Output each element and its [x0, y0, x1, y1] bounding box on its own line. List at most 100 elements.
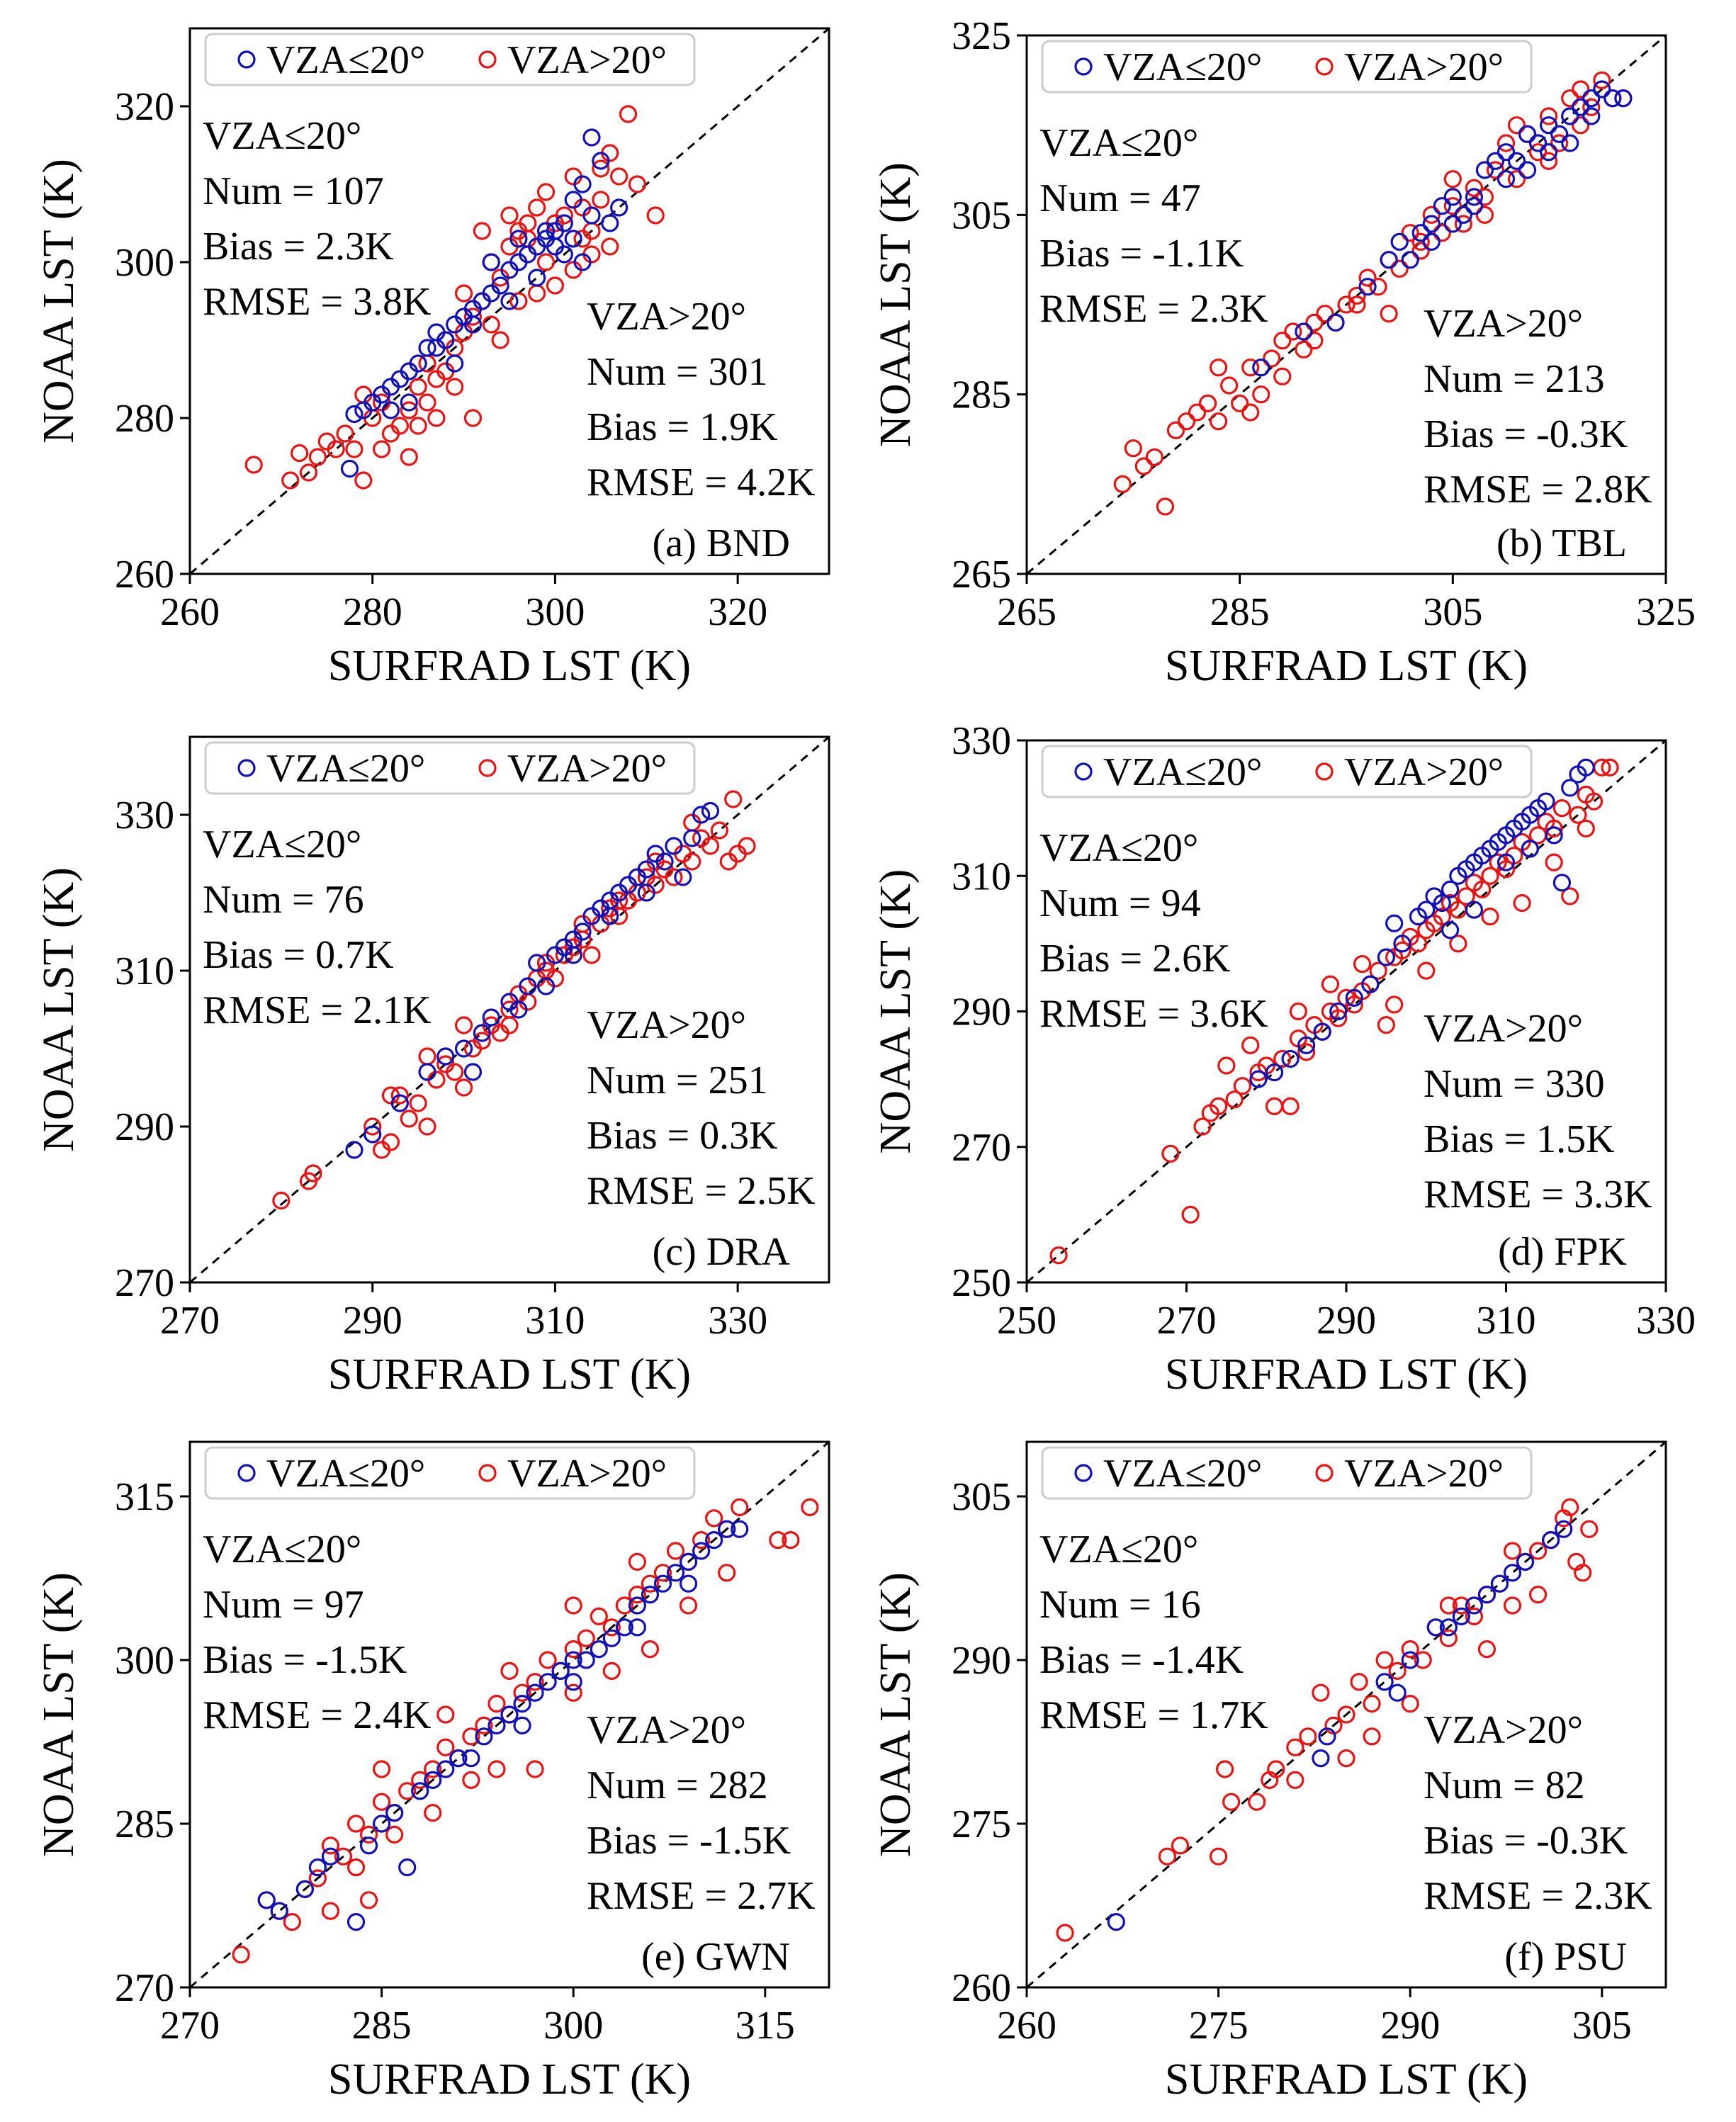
- point-vza-high: [1561, 887, 1579, 905]
- point-vza-low: [536, 222, 556, 240]
- point-vza-high: [1209, 1847, 1228, 1866]
- point-vza-high: [1273, 1049, 1292, 1068]
- point-vza-low: [482, 1008, 500, 1027]
- point-vza-low: [1507, 152, 1526, 170]
- legend-marker: [1315, 57, 1334, 76]
- point-vza-high: [1473, 880, 1492, 898]
- point-vza-low: [555, 214, 573, 232]
- point-vza-low: [573, 253, 592, 271]
- point-vza-high: [281, 471, 300, 490]
- point-vza-low: [674, 868, 692, 886]
- point-vza-high: [1529, 1542, 1548, 1560]
- stats-high-line: VZA>20°: [587, 1003, 746, 1047]
- legend-entry: VZA>20°: [507, 38, 667, 82]
- point-vza-low: [582, 206, 601, 225]
- point-vza-low: [454, 1039, 473, 1058]
- x-axis-label: SURFRAD LST (K): [328, 1350, 691, 1399]
- point-vza-high: [610, 167, 629, 186]
- point-vza-low: [1329, 1002, 1348, 1021]
- stats-high-line: RMSE = 2.8K: [1424, 468, 1652, 512]
- point-vza-high: [411, 1771, 429, 1789]
- point-vza-low: [381, 401, 400, 419]
- legend-entry: VZA>20°: [1344, 1452, 1504, 1496]
- point-vza-high: [1545, 819, 1563, 837]
- point-vza-high: [1209, 359, 1228, 377]
- point-vza-low: [1540, 116, 1558, 135]
- point-vza-high: [1348, 286, 1366, 305]
- x-tick-label: 265: [997, 590, 1056, 634]
- point-vza-low: [446, 354, 464, 373]
- stats-low-line: VZA≤20°: [203, 1528, 361, 1571]
- y-tick-label: 305: [952, 1475, 1011, 1519]
- point-vza-low: [400, 393, 418, 412]
- point-vza-high: [1580, 1520, 1599, 1538]
- point-vza-high: [1267, 1760, 1285, 1778]
- point-vza-high: [1166, 421, 1185, 439]
- stats-low-line: VZA≤20°: [203, 823, 361, 867]
- point-vza-low: [1361, 975, 1380, 993]
- point-vza-high: [1156, 497, 1175, 516]
- point-vza-high: [1241, 1036, 1260, 1054]
- legend-entry: VZA>20°: [507, 1452, 667, 1496]
- stats-high-line: Bias = -0.3K: [1424, 412, 1628, 456]
- point-vza-high: [628, 175, 647, 193]
- legend-entry: VZA>20°: [1344, 45, 1504, 89]
- point-vza-low: [1529, 134, 1548, 152]
- legend-entry: VZA≤20°: [266, 38, 425, 82]
- axes-frame: [188, 27, 830, 575]
- point-vza-low: [1411, 224, 1430, 242]
- point-vza-low: [1486, 152, 1505, 170]
- point-vza-low: [528, 954, 546, 972]
- point-vza-low: [1345, 988, 1363, 1007]
- point-vza-high: [1465, 179, 1483, 197]
- point-vza-high: [1329, 1009, 1348, 1027]
- point-vza-high: [653, 1564, 672, 1582]
- y-tick-label: 270: [115, 1261, 174, 1305]
- point-vza-high: [487, 1695, 506, 1713]
- point-vza-high: [1363, 1727, 1381, 1746]
- stats-high-line: RMSE = 2.3K: [1424, 1874, 1652, 1918]
- stats-high-line: VZA>20°: [1424, 302, 1583, 346]
- point-vza-low: [398, 1858, 417, 1877]
- point-vza-high: [573, 230, 592, 248]
- point-vza-low: [436, 1047, 455, 1066]
- point-vza-high: [1513, 893, 1531, 913]
- stats-low-line: VZA≤20°: [203, 114, 361, 158]
- point-vza-high: [1577, 819, 1595, 837]
- point-vza-high: [705, 1509, 723, 1528]
- point-vza-low: [345, 1141, 363, 1159]
- point-vza-high: [1113, 475, 1132, 493]
- legend: VZA≤20° VZA>20°: [204, 1446, 696, 1500]
- point-vza-high: [454, 284, 473, 303]
- y-tick-label: 330: [952, 719, 1011, 763]
- point-vza-high: [1390, 259, 1409, 278]
- x-tick-label: 275: [1189, 2004, 1249, 2048]
- point-vza-low: [1439, 1618, 1458, 1637]
- stats-low-line: RMSE = 3.6K: [1039, 992, 1268, 1036]
- x-tick-label: 290: [343, 1299, 402, 1343]
- point-vza-low: [427, 339, 446, 357]
- point-vza-high: [641, 1574, 660, 1593]
- point-vza-low: [308, 1858, 327, 1877]
- stats-high-line: Num = 282: [587, 1763, 768, 1807]
- point-vza-high: [1572, 116, 1590, 135]
- point-vza-high: [641, 1640, 660, 1659]
- panel-label: (c) DRA: [653, 1230, 791, 1274]
- point-vza-high: [1337, 295, 1355, 314]
- y-tick-label: 270: [952, 1126, 1011, 1170]
- scatter-points: [232, 1498, 819, 1964]
- point-vza-high: [500, 206, 519, 225]
- point-vza-low: [683, 829, 701, 847]
- point-vza-low: [573, 175, 592, 193]
- axes-frame: [188, 735, 830, 1284]
- point-vza-low: [1603, 89, 1622, 108]
- point-vza-high: [1529, 1586, 1548, 1604]
- panel-label: (f) PSU: [1504, 1935, 1627, 1979]
- point-vza-low: [555, 245, 573, 264]
- legend-box: [204, 1446, 696, 1500]
- point-vza-low: [526, 1683, 544, 1702]
- point-vza-high: [1337, 1705, 1355, 1724]
- point-vza-low: [1326, 313, 1345, 332]
- point-vza-high: [1486, 161, 1505, 179]
- scatter-points: [1113, 71, 1633, 516]
